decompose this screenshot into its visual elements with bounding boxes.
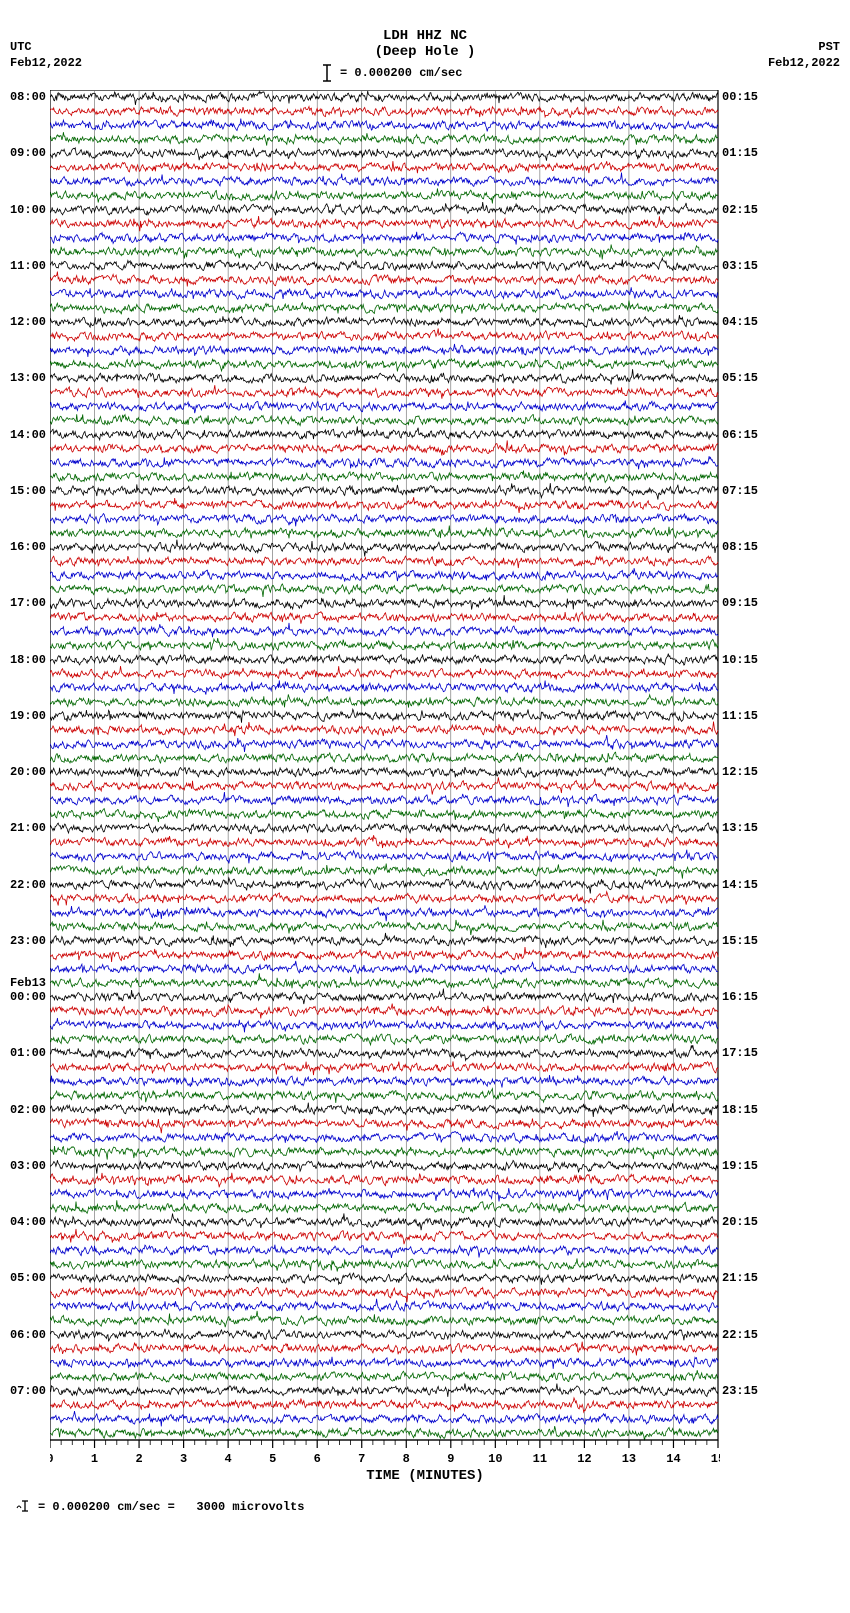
pst-hour-label: 07:15 bbox=[722, 484, 758, 498]
svg-text:3: 3 bbox=[180, 1452, 187, 1466]
pst-hour-label: 08:15 bbox=[722, 540, 758, 554]
utc-hour-label: 02:00 bbox=[10, 1103, 46, 1117]
pst-hour-label: 19:15 bbox=[722, 1159, 758, 1173]
pst-hour-label: 02:15 bbox=[722, 203, 758, 217]
svg-text:8: 8 bbox=[403, 1452, 410, 1466]
utc-hour-label: 14:00 bbox=[10, 428, 46, 442]
pst-hour-label: 16:15 bbox=[722, 990, 758, 1004]
day-break-label: Feb13 bbox=[10, 976, 46, 990]
svg-text:4: 4 bbox=[225, 1452, 232, 1466]
svg-text:13: 13 bbox=[622, 1452, 636, 1466]
utc-hour-label: 06:00 bbox=[10, 1328, 46, 1342]
utc-hour-label: 05:00 bbox=[10, 1271, 46, 1285]
pst-hour-label: 05:15 bbox=[722, 371, 758, 385]
utc-hour-label: 04:00 bbox=[10, 1215, 46, 1229]
pst-hour-label: 11:15 bbox=[722, 709, 758, 723]
utc-hour-label: 16:00 bbox=[10, 540, 46, 554]
pst-hour-label: 20:15 bbox=[722, 1215, 758, 1229]
pst-hour-label: 01:15 bbox=[722, 146, 758, 160]
utc-hour-label: 17:00 bbox=[10, 596, 46, 610]
scale-bar-icon bbox=[318, 62, 336, 84]
pst-hour-label: 17:15 bbox=[722, 1046, 758, 1060]
svg-text:15: 15 bbox=[711, 1452, 720, 1466]
utc-hour-label: 21:00 bbox=[10, 821, 46, 835]
x-axis-label: TIME (MINUTES) bbox=[0, 1468, 850, 1484]
pst-hour-label: 06:15 bbox=[722, 428, 758, 442]
seismogram-figure: UTC Feb12,2022 PST Feb12,2022 LDH HHZ NC… bbox=[0, 0, 850, 1613]
pst-hour-label: 04:15 bbox=[722, 315, 758, 329]
utc-hour-label: 11:00 bbox=[10, 259, 46, 273]
pst-hour-label: 23:15 bbox=[722, 1384, 758, 1398]
utc-hour-label: 12:00 bbox=[10, 315, 46, 329]
utc-hour-label: 10:00 bbox=[10, 203, 46, 217]
utc-hour-label: 03:00 bbox=[10, 1159, 46, 1173]
pst-hour-label: 12:15 bbox=[722, 765, 758, 779]
svg-text:6: 6 bbox=[314, 1452, 321, 1466]
svg-text:11: 11 bbox=[533, 1452, 547, 1466]
svg-text:5: 5 bbox=[269, 1452, 276, 1466]
utc-hour-label: 01:00 bbox=[10, 1046, 46, 1060]
scale-text: = 0.000200 cm/sec bbox=[340, 66, 462, 80]
utc-hour-label: 22:00 bbox=[10, 878, 46, 892]
pst-hour-label: 00:15 bbox=[722, 90, 758, 104]
utc-hour-label: 09:00 bbox=[10, 146, 46, 160]
pst-hour-label: 18:15 bbox=[722, 1103, 758, 1117]
utc-hour-label: 15:00 bbox=[10, 484, 46, 498]
svg-text:1: 1 bbox=[91, 1452, 98, 1466]
utc-hour-label: 00:00 bbox=[10, 990, 46, 1004]
utc-hour-label: 19:00 bbox=[10, 709, 46, 723]
seismogram-plot: 0123456789101112131415 bbox=[50, 90, 720, 1490]
pst-hour-label: 15:15 bbox=[722, 934, 758, 948]
pst-hour-label: 21:15 bbox=[722, 1271, 758, 1285]
svg-text:0: 0 bbox=[50, 1452, 54, 1466]
utc-hour-label: 20:00 bbox=[10, 765, 46, 779]
utc-hour-label: 07:00 bbox=[10, 1384, 46, 1398]
utc-hour-label: 13:00 bbox=[10, 371, 46, 385]
svg-text:9: 9 bbox=[447, 1452, 454, 1466]
location-title: (Deep Hole ) bbox=[0, 44, 850, 60]
footer-scale-bar-icon bbox=[16, 1498, 34, 1514]
utc-hour-label: 08:00 bbox=[10, 90, 46, 104]
station-title: LDH HHZ NC bbox=[0, 28, 850, 44]
svg-text:2: 2 bbox=[135, 1452, 142, 1466]
utc-hour-label: 18:00 bbox=[10, 653, 46, 667]
pst-hour-label: 14:15 bbox=[722, 878, 758, 892]
svg-text:12: 12 bbox=[577, 1452, 591, 1466]
pst-hour-label: 09:15 bbox=[722, 596, 758, 610]
pst-hour-label: 10:15 bbox=[722, 653, 758, 667]
svg-text:10: 10 bbox=[488, 1452, 502, 1466]
pst-hour-label: 22:15 bbox=[722, 1328, 758, 1342]
pst-hour-label: 13:15 bbox=[722, 821, 758, 835]
pst-hour-label: 03:15 bbox=[722, 259, 758, 273]
svg-text:14: 14 bbox=[666, 1452, 680, 1466]
svg-text:7: 7 bbox=[358, 1452, 365, 1466]
utc-hour-label: 23:00 bbox=[10, 934, 46, 948]
footer-scale-text: = 0.000200 cm/sec = 3000 microvolts bbox=[38, 1500, 304, 1514]
